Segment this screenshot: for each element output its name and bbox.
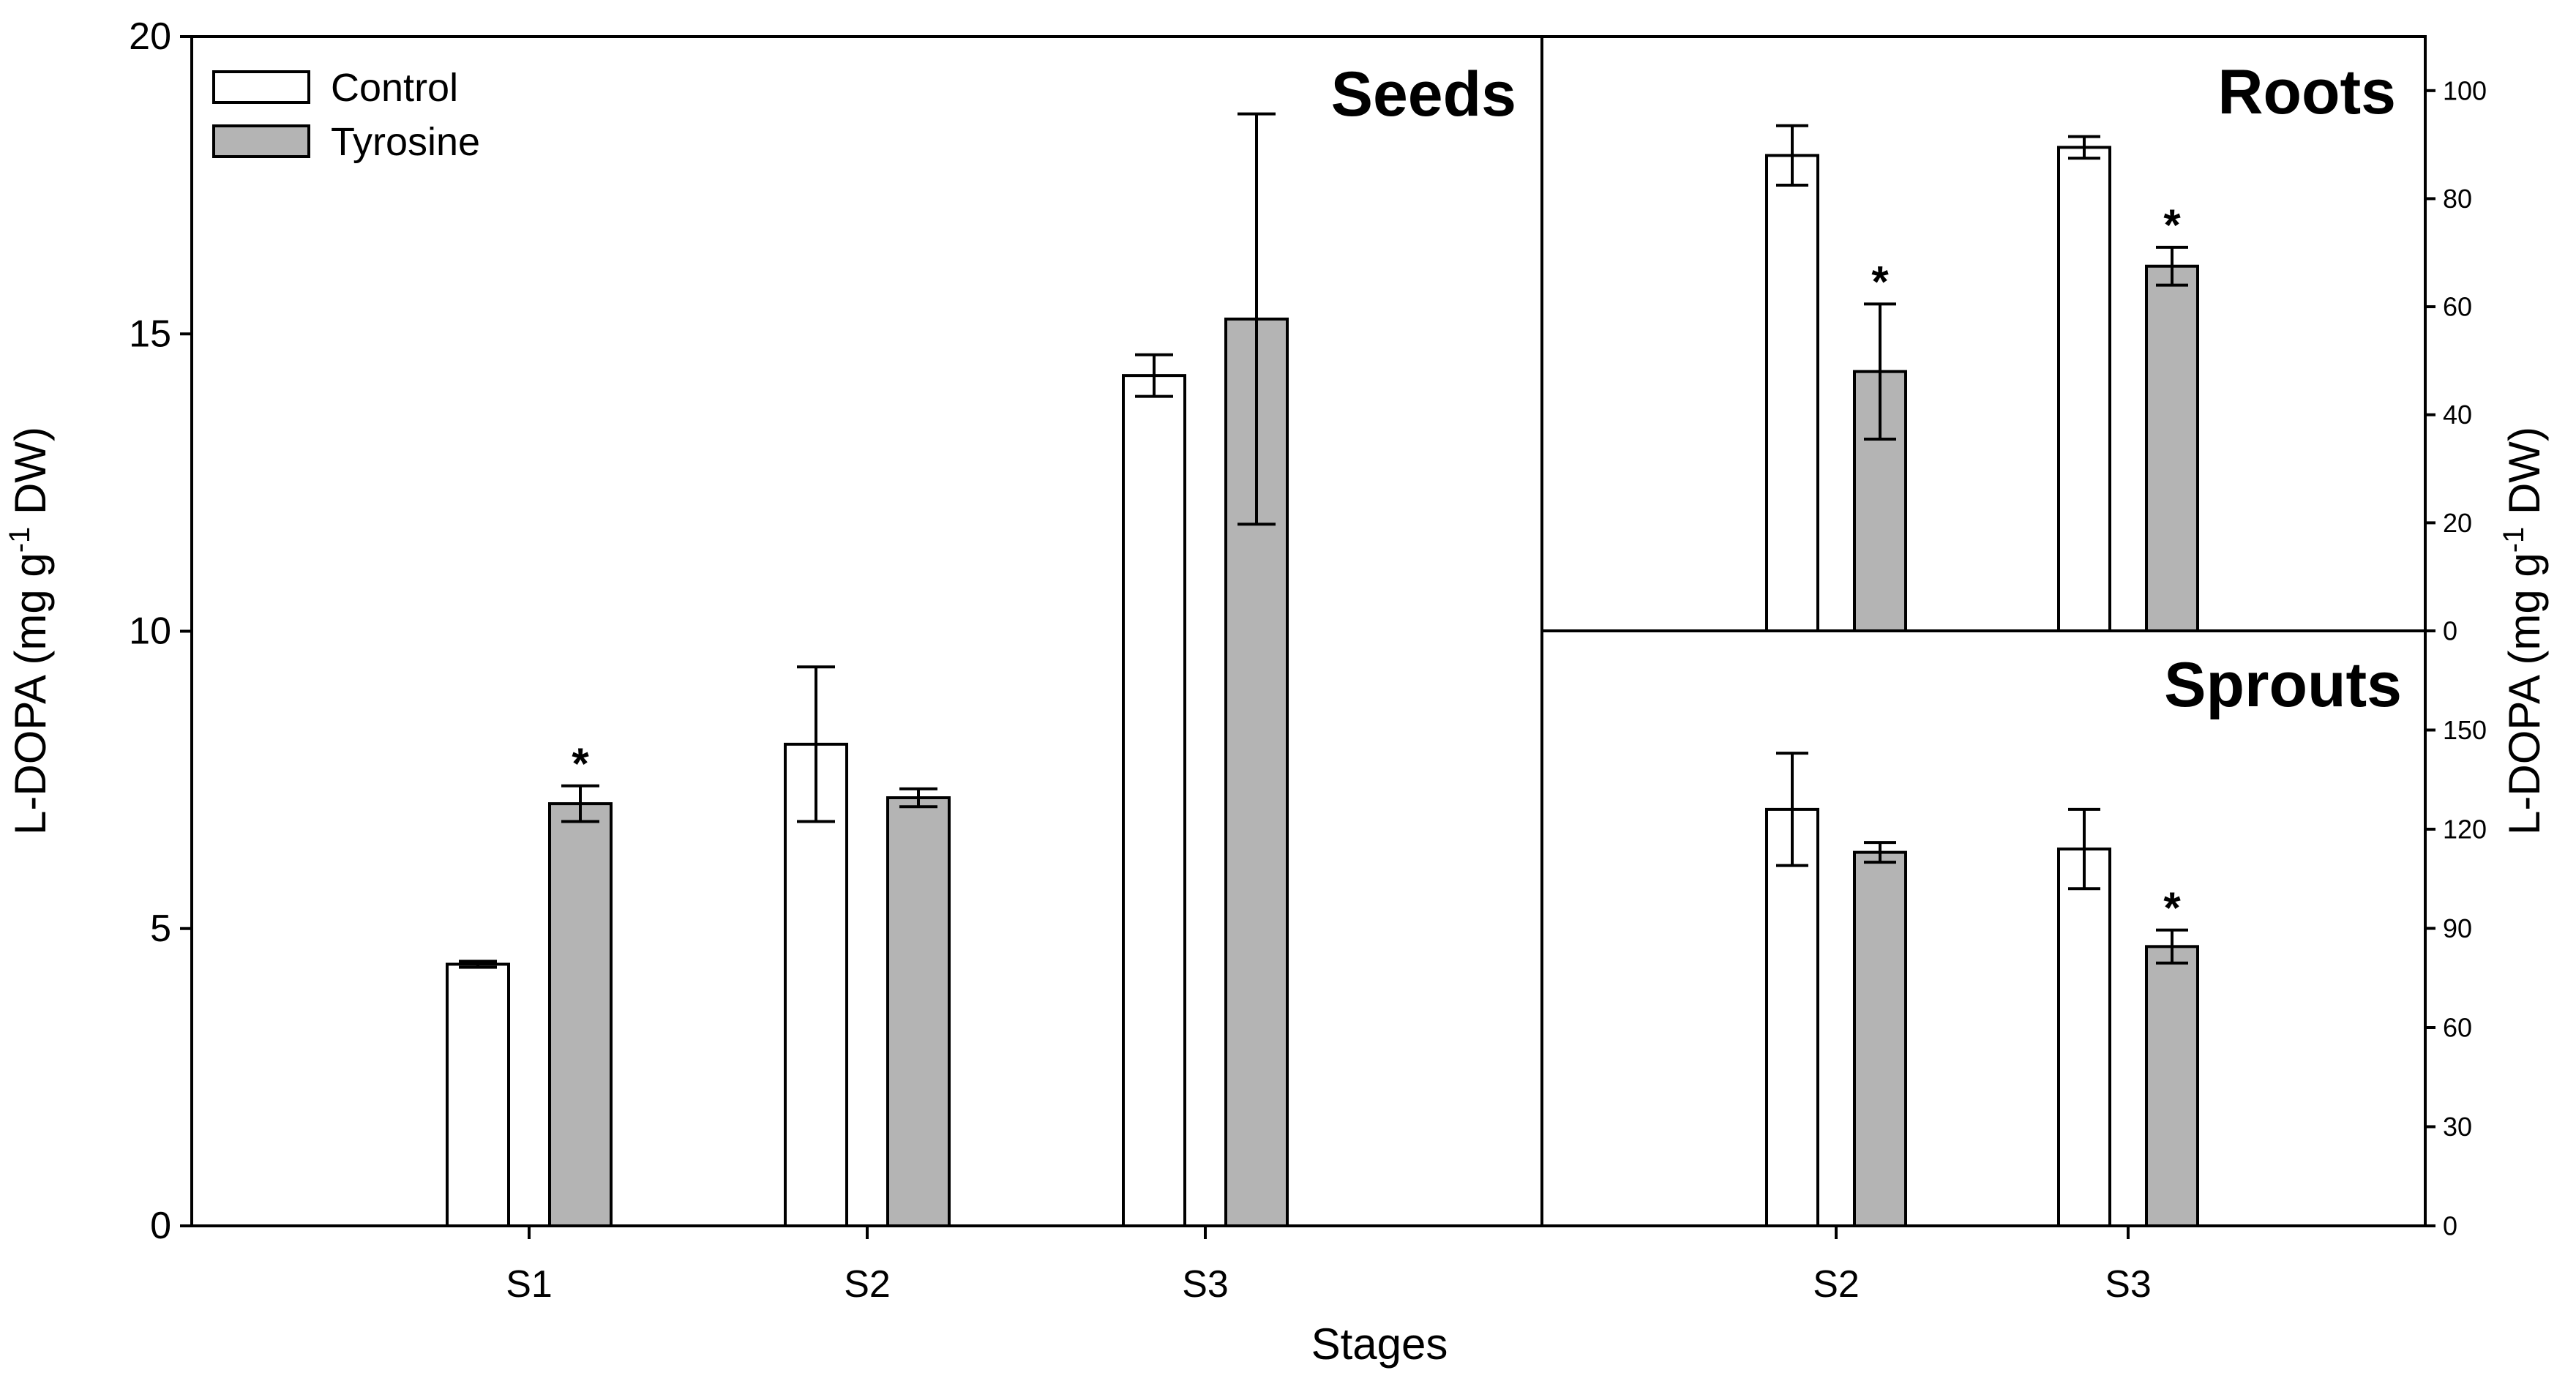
seeds-error-bar-s1-control xyxy=(459,959,497,969)
roots-error-bar-s2-tyrosine xyxy=(1864,302,1896,441)
sprouts-significance-s3-tyrosine: * xyxy=(2163,883,2181,932)
seeds-title: Seeds xyxy=(1331,59,1516,130)
seeds-bars: * xyxy=(446,112,1289,1227)
sprouts-y-tick-label: 30 xyxy=(2443,1112,2472,1142)
roots-y-tick-label: 100 xyxy=(2443,75,2487,105)
seeds-error-bar-s3-control xyxy=(1135,353,1173,398)
seeds-error-bar-s1-tyrosine xyxy=(561,784,599,823)
seeds-y-tick-label: 5 xyxy=(150,908,171,950)
roots-y-tick-label: 40 xyxy=(2443,400,2472,430)
legend-label-tyrosine: Tyrosine xyxy=(331,120,480,164)
sprouts-error-bar-s3-tyrosine xyxy=(2156,928,2188,965)
seeds-y-tick-label: 0 xyxy=(150,1205,171,1247)
seeds-bar-s1-tyrosine xyxy=(548,802,613,1227)
seeds-x-tick-label: S3 xyxy=(1182,1263,1229,1306)
seeds-bar-s3-control xyxy=(1122,374,1186,1227)
sprouts-bar-s2-tyrosine xyxy=(1853,850,1907,1228)
seeds-error-bar-s2-control xyxy=(797,665,835,823)
seeds-bar-s1-control xyxy=(446,962,510,1227)
roots-y-tick-label: 80 xyxy=(2443,184,2472,214)
right-y-axis-title: L-DOPA (mg g-1 DW) xyxy=(2498,427,2549,835)
axes: 0 5 10 15 20 S1 S2 S3 0 20 40 60 80 100 0 30 60 90 120 150 S… xyxy=(129,15,2487,1306)
x-axis-title: Stages xyxy=(1311,1320,1448,1369)
sprouts-y-tick-label: 60 xyxy=(2443,1013,2472,1043)
sprouts-error-bar-s2-tyrosine xyxy=(1864,841,1896,864)
seeds-bar-s2-tyrosine xyxy=(886,796,951,1227)
left-y-axis-title: L-DOPA (mg g-1 DW) xyxy=(4,427,55,835)
roots-significance-s2-tyrosine: * xyxy=(1871,257,1889,306)
sprouts-y-tick-label: 120 xyxy=(2443,815,2487,845)
roots-y-tick-label: 20 xyxy=(2443,508,2472,538)
roots-bar-s3-control xyxy=(2057,146,2111,632)
roots-bar-s2-control xyxy=(1765,154,1819,632)
sprouts-error-bar-s2-control xyxy=(1776,752,1808,867)
sprouts-title: Sprouts xyxy=(2164,650,2402,720)
legend-swatch-tyrosine xyxy=(212,124,310,158)
roots-bars: ** xyxy=(1765,124,2199,632)
seeds-panel-frame xyxy=(190,35,1543,1227)
seeds-bar-s2-control xyxy=(784,742,848,1227)
sprouts-x-tick-label: S2 xyxy=(1813,1263,1860,1306)
roots-bar-s3-tyrosine xyxy=(2145,264,2199,632)
sprouts-y-tick-label: 0 xyxy=(2443,1211,2457,1241)
roots-error-bar-s3-control xyxy=(2068,135,2100,160)
legend: Control Tyrosine xyxy=(212,66,480,164)
seeds-y-tick-label: 15 xyxy=(129,313,171,355)
sprouts-y-tick-label: 90 xyxy=(2443,913,2472,943)
sprouts-x-tick-label: S3 xyxy=(2105,1263,2152,1306)
sprouts-bar-s3-tyrosine xyxy=(2145,945,2199,1227)
sprouts-y-tick-label: 150 xyxy=(2443,715,2487,745)
legend-label-control: Control xyxy=(331,66,458,110)
roots-error-bar-s3-tyrosine xyxy=(2156,245,2188,287)
seeds-significance-s1-tyrosine: * xyxy=(572,739,589,788)
sprouts-error-bar-s3-control xyxy=(2068,807,2100,891)
seeds-y-tick-label: 20 xyxy=(129,15,171,58)
roots-y-tick-label: 0 xyxy=(2443,616,2457,646)
seeds-y-tick-label: 10 xyxy=(129,610,171,653)
sprouts-bar-s2-control xyxy=(1765,807,1819,1227)
seeds-error-bar-s3-tyrosine xyxy=(1238,112,1276,526)
seeds-x-tick-label: S1 xyxy=(506,1263,553,1306)
roots-title: Roots xyxy=(2217,57,2396,127)
roots-significance-s3-tyrosine: * xyxy=(2163,201,2181,250)
roots-error-bar-s2-control xyxy=(1776,124,1808,187)
sprouts-bar-s3-control xyxy=(2057,847,2111,1227)
legend-swatch-control xyxy=(212,70,310,104)
seeds-x-tick-label: S2 xyxy=(844,1263,891,1306)
roots-y-tick-label: 60 xyxy=(2443,292,2472,322)
seeds-error-bar-s2-tyrosine xyxy=(899,787,937,809)
sprouts-bars: * xyxy=(1765,752,2199,1228)
